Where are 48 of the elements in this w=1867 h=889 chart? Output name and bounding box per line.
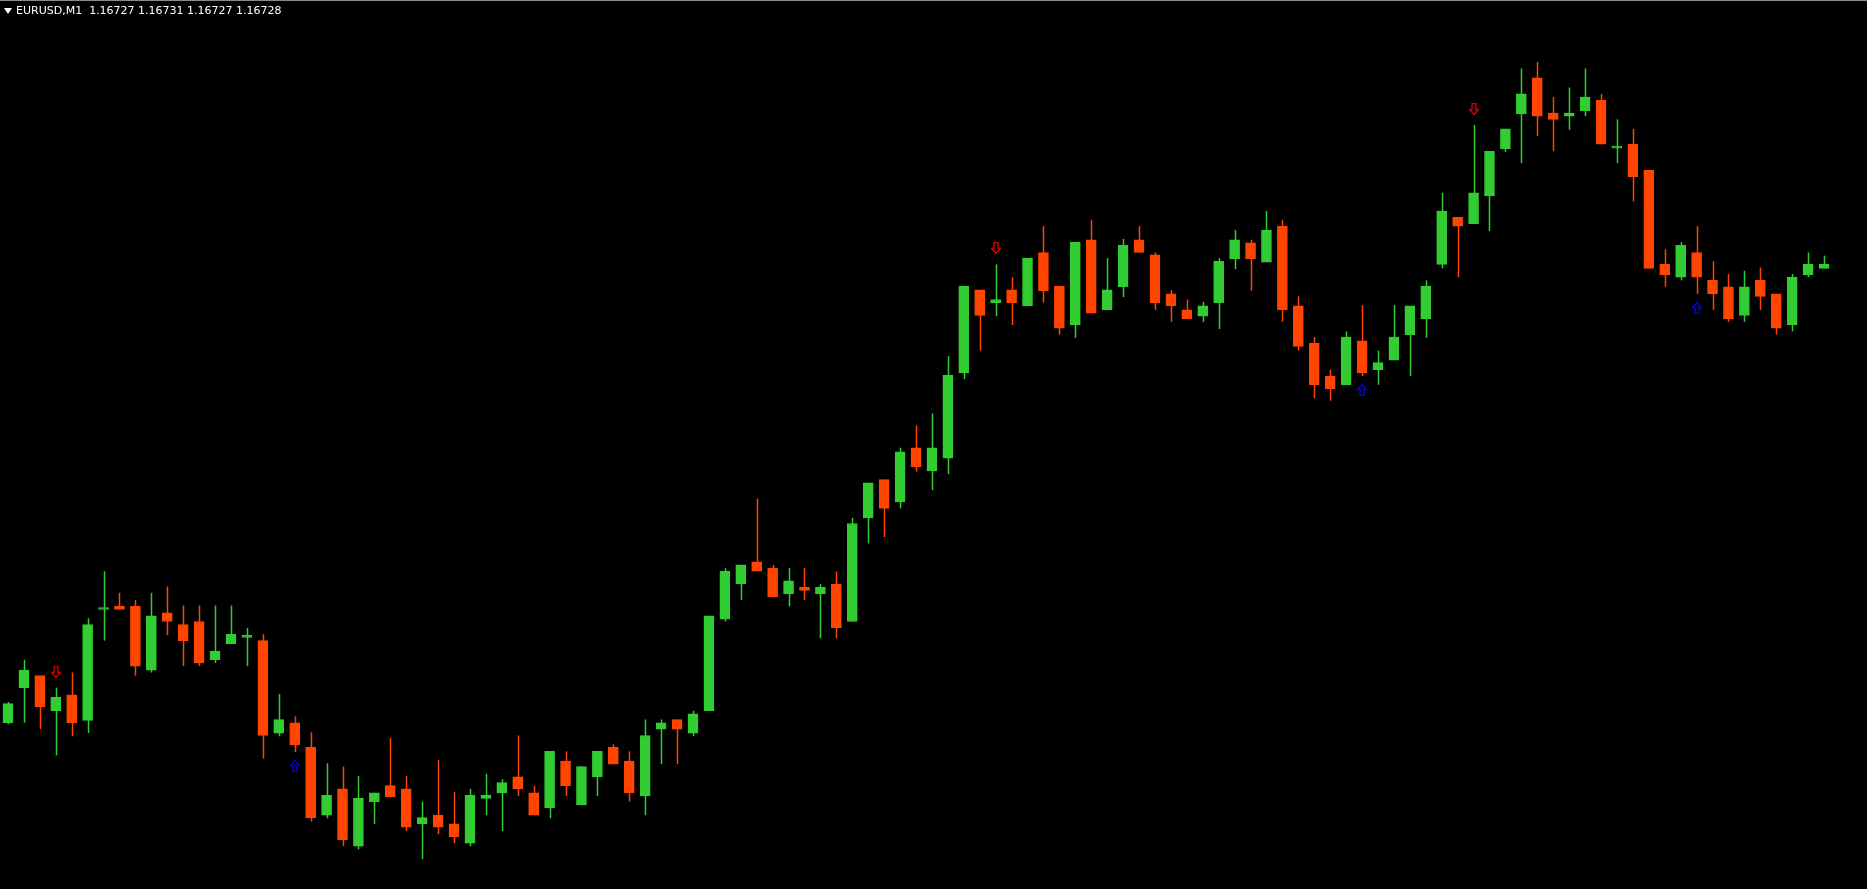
candlestick	[655, 718, 667, 765]
candlestick	[735, 564, 747, 601]
candlestick	[910, 424, 922, 473]
candlestick	[1579, 67, 1591, 117]
candlestick	[1006, 276, 1017, 326]
candlestick	[225, 604, 237, 645]
candlestick	[1245, 238, 1256, 292]
candlestick	[273, 693, 285, 738]
candlestick	[1802, 251, 1814, 278]
candlestick	[1229, 229, 1240, 270]
candlestick	[1516, 67, 1527, 164]
candlestick	[815, 583, 826, 639]
candlestick	[926, 412, 938, 491]
candlestick	[1707, 260, 1718, 311]
candlestick	[98, 570, 109, 642]
candlestick	[321, 762, 332, 820]
candlestick	[671, 718, 683, 765]
candlestick	[1547, 96, 1559, 153]
candlestick	[480, 772, 492, 816]
candlestick	[528, 784, 539, 816]
candlestick	[799, 567, 810, 601]
candlestick	[416, 800, 428, 860]
candlestick	[560, 750, 571, 797]
candlestick	[177, 604, 189, 667]
candlestick	[1181, 298, 1193, 320]
candlestick	[512, 734, 524, 797]
chart-title: EURUSD,M1 1.16727 1.16731 1.16727 1.16728	[16, 4, 282, 17]
candlestick	[1659, 248, 1671, 288]
candlestick	[990, 263, 1001, 317]
candlestick	[369, 792, 380, 825]
candlestick	[1133, 225, 1145, 254]
candlestick	[1563, 86, 1575, 131]
candlestick	[1197, 301, 1209, 323]
candlestick	[18, 659, 30, 724]
candlestick	[289, 715, 301, 753]
candlestick	[783, 567, 794, 608]
candlestick	[50, 686, 62, 757]
candlestick	[2, 701, 14, 726]
candlestick	[1691, 225, 1702, 295]
candlestick	[1324, 368, 1336, 402]
candlestick	[1372, 349, 1384, 386]
candlestick	[241, 627, 253, 667]
candlestick	[384, 737, 396, 798]
candlestick	[161, 585, 173, 636]
candlestick	[1754, 266, 1766, 311]
candlestick	[496, 778, 508, 832]
candlestick	[751, 498, 763, 573]
candlestick	[1452, 216, 1463, 278]
